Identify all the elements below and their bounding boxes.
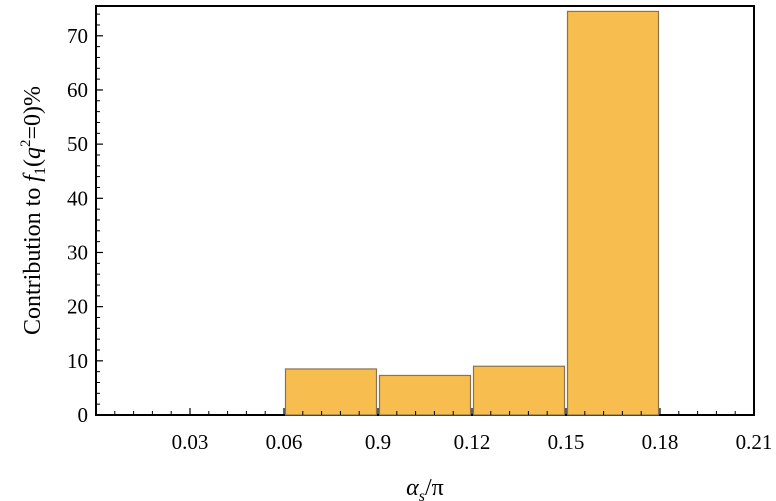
bar-1	[284, 368, 378, 416]
x-tick-label: 0.9	[365, 430, 391, 454]
y-tick-label: 70	[67, 24, 88, 48]
x-axis-title: αs/π	[406, 475, 444, 501]
y-axis-prefix: Contribution to	[20, 182, 46, 335]
x-tick-label: 0.12	[454, 430, 491, 454]
y-axis-open: (	[20, 159, 46, 167]
x-tick-label: 0.03	[172, 430, 209, 454]
y-tick-label: 30	[67, 240, 88, 264]
bar-3	[472, 365, 566, 416]
x-tick-label: 0.06	[266, 430, 303, 454]
y-tick-label: 0	[78, 403, 89, 427]
y-tick-label: 60	[67, 78, 88, 102]
y-axis-title: Contribution to f1(q2=0)%	[18, 86, 49, 335]
bar-2	[378, 374, 472, 416]
y-tick-label: 50	[67, 132, 88, 156]
y-axis-f: f	[20, 172, 46, 182]
y-axis-f-sub: 1	[32, 167, 49, 175]
ticks: 0.03 0.06 0.9 0.12 0.15 0.18 0.21 0 10 20 30 40 50 60…	[67, 13, 773, 454]
x-axis-symbol: α	[406, 475, 419, 501]
y-tick-label: 10	[67, 349, 88, 373]
y-axis-rest: =0)%	[20, 86, 46, 140]
bar-4	[566, 10, 660, 416]
bars	[284, 10, 660, 416]
x-tick-label: 0.18	[642, 430, 679, 454]
y-axis-q-sup: 2	[18, 140, 34, 148]
y-tick-label: 20	[67, 295, 88, 319]
y-tick-label: 40	[67, 186, 88, 210]
y-axis-q: q	[20, 147, 46, 159]
x-tick-label: 0.21	[736, 430, 773, 454]
x-tick-label: 0.15	[548, 430, 585, 454]
x-axis-subscript: s	[419, 488, 425, 501]
x-axis-rest: /π	[425, 475, 444, 501]
